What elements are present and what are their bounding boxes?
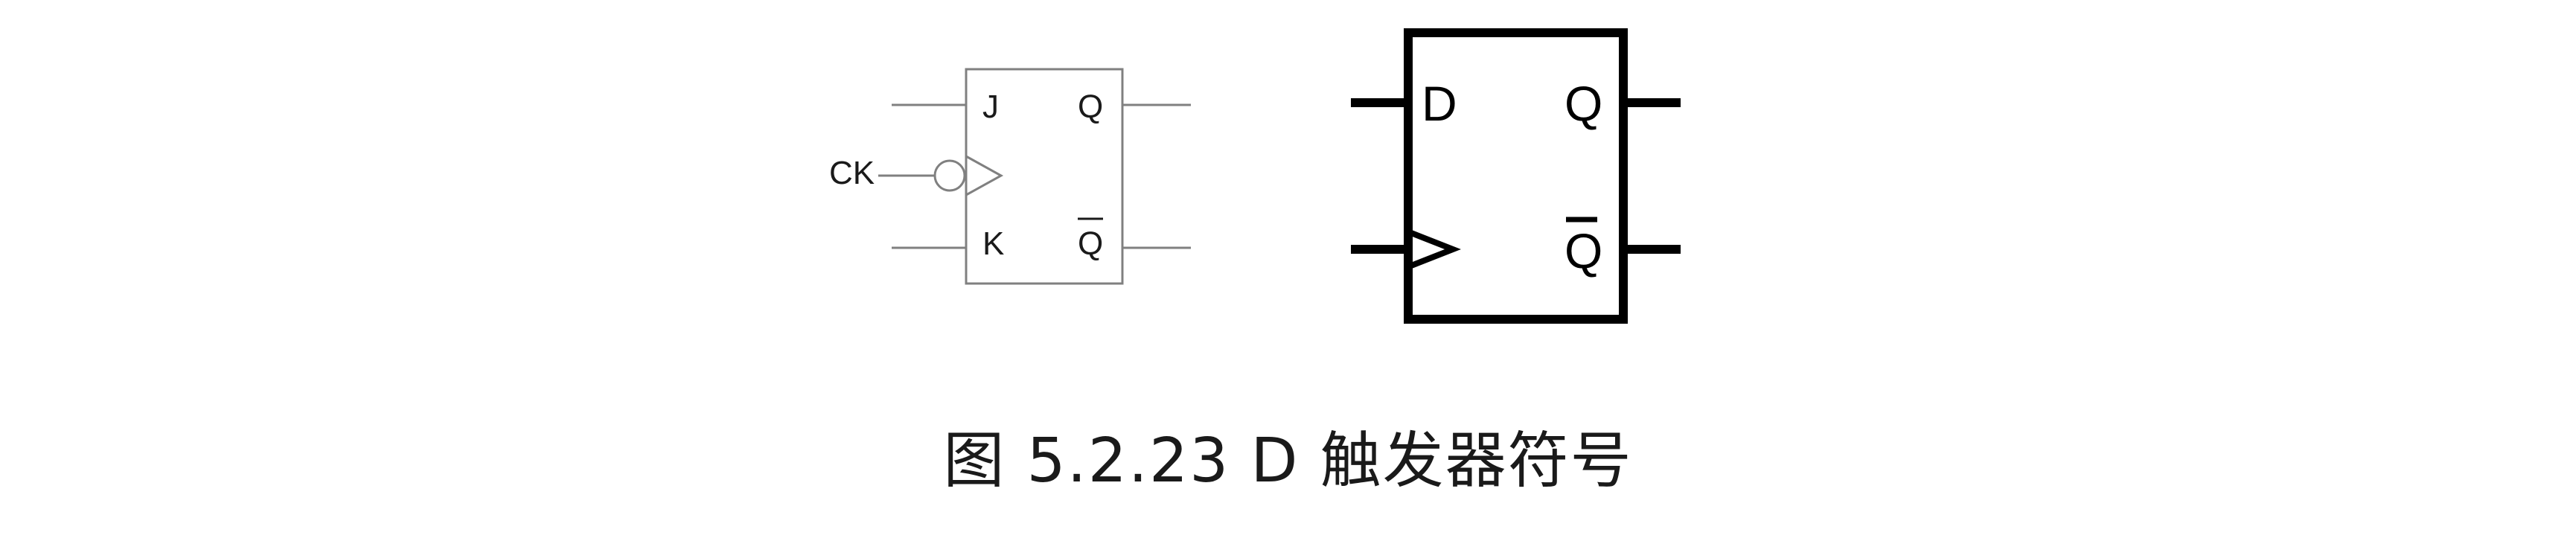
d-d-label: D bbox=[1422, 76, 1457, 131]
jk-clock-label: CK bbox=[829, 155, 875, 191]
figure-caption: 图 5.2.23 D 触发器符号 bbox=[943, 426, 1633, 496]
jk-clock-triangle bbox=[965, 155, 1004, 196]
jk-j-label: J bbox=[982, 89, 999, 125]
jk-clock-bubble bbox=[933, 159, 966, 192]
d-q-label: Q bbox=[1565, 76, 1602, 131]
jk-body bbox=[965, 68, 1124, 285]
d-qbar-label: Q bbox=[1565, 223, 1602, 278]
d-clock-triangle bbox=[1410, 230, 1461, 269]
jk-k-label: K bbox=[982, 225, 1004, 262]
d-body bbox=[1404, 28, 1628, 324]
jk-qbar-label: Q bbox=[1078, 225, 1103, 262]
d-flip-flop-symbol bbox=[1351, 28, 1681, 324]
jk-flip-flop-symbol bbox=[878, 68, 1191, 285]
jk-q-label: Q bbox=[1078, 89, 1103, 125]
